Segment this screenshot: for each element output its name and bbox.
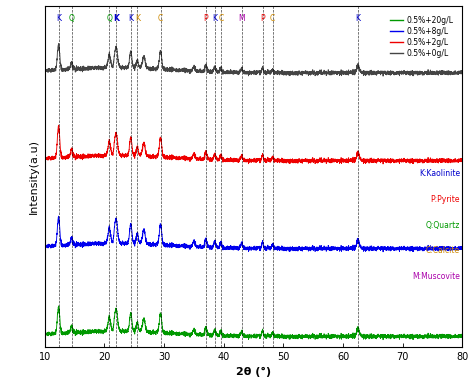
0.5%+0g/L bbox=[346, 73, 351, 77]
Text: K: K bbox=[135, 14, 140, 23]
0.5%+0g/L bbox=[42, 68, 48, 73]
0.5%+0g/L bbox=[240, 68, 246, 73]
Text: K: K bbox=[356, 14, 360, 23]
0.5%+2g/L bbox=[221, 157, 227, 162]
0.5%+20g/L bbox=[447, 332, 453, 337]
0.5%+0g/L bbox=[459, 70, 465, 74]
0.5%+20g/L bbox=[346, 336, 351, 341]
0.5%+8g/L bbox=[221, 245, 227, 249]
0.5%+2g/L bbox=[380, 162, 386, 166]
Line: 0.5%+2g/L: 0.5%+2g/L bbox=[45, 125, 462, 164]
Text: C:Calcite: C:Calcite bbox=[426, 246, 460, 255]
0.5%+0g/L bbox=[380, 74, 386, 79]
0.5%+8g/L bbox=[346, 248, 351, 253]
Text: K: K bbox=[56, 14, 61, 23]
0.5%+8g/L bbox=[240, 243, 246, 248]
0.5%+2g/L bbox=[447, 157, 453, 161]
0.5%+20g/L bbox=[221, 332, 227, 337]
Text: M:Muscovite: M:Muscovite bbox=[412, 272, 460, 281]
0.5%+2g/L bbox=[56, 123, 62, 128]
Text: Q: Q bbox=[69, 14, 74, 23]
Line: 0.5%+8g/L: 0.5%+8g/L bbox=[45, 216, 462, 252]
0.5%+0g/L bbox=[56, 41, 62, 46]
0.5%+20g/L bbox=[240, 331, 246, 336]
0.5%+20g/L bbox=[459, 333, 465, 338]
Text: K: K bbox=[212, 14, 217, 23]
0.5%+8g/L bbox=[218, 242, 223, 247]
Text: P: P bbox=[260, 14, 265, 23]
0.5%+2g/L bbox=[426, 159, 432, 164]
Text: M: M bbox=[238, 14, 245, 23]
0.5%+0g/L bbox=[447, 69, 453, 73]
0.5%+2g/L bbox=[218, 155, 223, 159]
0.5%+20g/L bbox=[42, 332, 48, 336]
0.5%+20g/L bbox=[218, 331, 223, 335]
Line: 0.5%+20g/L: 0.5%+20g/L bbox=[45, 306, 462, 340]
Text: K: K bbox=[128, 14, 133, 23]
X-axis label: 2θ (°): 2θ (°) bbox=[236, 367, 271, 377]
0.5%+0g/L bbox=[426, 71, 432, 76]
Text: Q: Q bbox=[106, 14, 112, 23]
Text: P:Pyrite: P:Pyrite bbox=[431, 195, 460, 204]
Text: K: K bbox=[113, 14, 119, 23]
0.5%+2g/L bbox=[240, 155, 246, 160]
Text: K:Kaolinite: K:Kaolinite bbox=[419, 169, 460, 178]
0.5%+0g/L bbox=[218, 67, 223, 72]
Text: C: C bbox=[270, 14, 275, 23]
Text: C: C bbox=[158, 14, 163, 23]
0.5%+8g/L bbox=[56, 214, 62, 218]
0.5%+2g/L bbox=[459, 157, 465, 162]
0.5%+8g/L bbox=[459, 245, 465, 250]
Text: P: P bbox=[203, 14, 208, 23]
0.5%+2g/L bbox=[346, 160, 351, 165]
Line: 0.5%+0g/L: 0.5%+0g/L bbox=[45, 44, 462, 76]
0.5%+20g/L bbox=[380, 337, 386, 342]
0.5%+8g/L bbox=[447, 244, 453, 249]
Legend: 0.5%+20g/L, 0.5%+8g/L, 0.5%+2g/L, 0.5%+0g/L: 0.5%+20g/L, 0.5%+8g/L, 0.5%+2g/L, 0.5%+0… bbox=[386, 13, 456, 61]
0.5%+8g/L bbox=[426, 247, 432, 251]
0.5%+20g/L bbox=[426, 335, 432, 339]
0.5%+20g/L bbox=[56, 304, 62, 308]
0.5%+8g/L bbox=[380, 250, 386, 254]
0.5%+0g/L bbox=[221, 69, 227, 74]
0.5%+2g/L bbox=[42, 156, 48, 161]
Text: Q:Quartz: Q:Quartz bbox=[426, 221, 460, 230]
Y-axis label: Intensity(a.u): Intensity(a.u) bbox=[29, 139, 39, 214]
0.5%+8g/L bbox=[42, 244, 48, 249]
Text: C: C bbox=[218, 14, 223, 23]
